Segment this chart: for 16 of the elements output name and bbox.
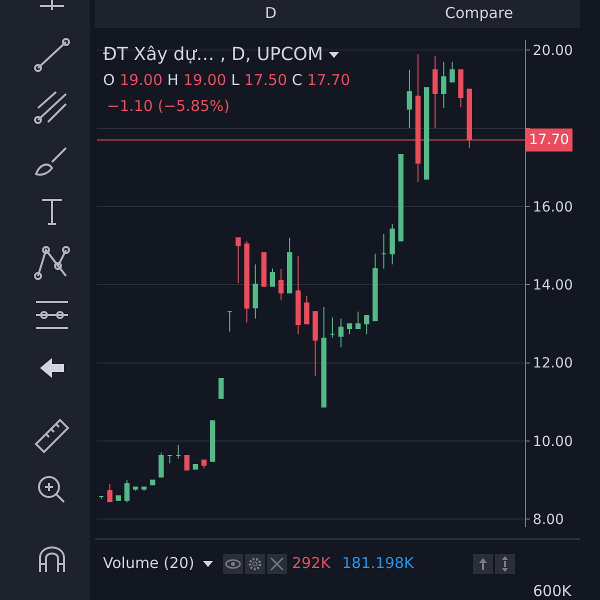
- text: 600K: [533, 582, 572, 600]
- annotation: −1.10 (−5.85%): [107, 97, 231, 115]
- text: Volume (20): [103, 554, 194, 572]
- y-tick-label: 20.00: [532, 43, 573, 60]
- ref-line-label: 17.70: [529, 132, 570, 148]
- y-tick-label: 14.00: [532, 278, 573, 294]
- chart-title: ĐT Xây dự… , D, UPCOM: [103, 44, 324, 65]
- text: 292K: [292, 554, 330, 572]
- y-tick-label: 8.00: [532, 512, 564, 528]
- text: 181.198K: [342, 554, 414, 572]
- text: O 19.00 H 19.00 L 17.50 C 17.70: [103, 71, 350, 89]
- y-tick-label: 10.00: [532, 434, 573, 450]
- text: D: [265, 4, 277, 22]
- y-tick-label: 16.00: [532, 199, 573, 216]
- y-tick-label: 12.00: [532, 356, 573, 372]
- text: Compare: [445, 4, 514, 22]
